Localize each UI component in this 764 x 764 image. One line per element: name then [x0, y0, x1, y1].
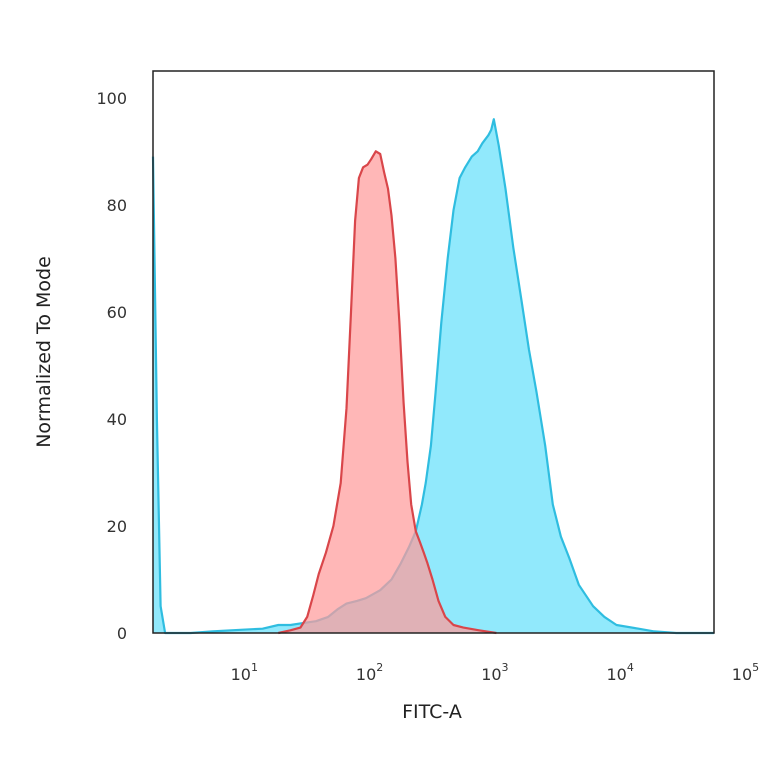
- series-1-area: [153, 119, 714, 633]
- y-axis-ticks: 0 20 40 60 80 100: [96, 89, 127, 643]
- y-tick-label: 60: [107, 303, 127, 322]
- plot-frame: [152, 70, 715, 634]
- y-tick-label: 100: [96, 89, 127, 108]
- x-tick-label: 105: [732, 661, 759, 684]
- y-axis-title: Normalized To Mode: [33, 256, 55, 448]
- y-tick-label: 0: [117, 624, 127, 643]
- x-axis-ticks: 101 102 103 104 105: [231, 661, 760, 684]
- x-tick-label: 102: [356, 661, 383, 684]
- y-tick-label: 40: [107, 410, 127, 429]
- x-tick-label: 101: [231, 661, 258, 684]
- series-1-line: [151, 118, 714, 635]
- y-tick-label: 80: [107, 196, 127, 215]
- series-0-area: [278, 151, 497, 634]
- x-tick-label: 103: [481, 661, 508, 684]
- x-tick-label: 104: [607, 661, 634, 684]
- y-tick-label: 20: [107, 517, 127, 536]
- series-0-line: [278, 150, 497, 635]
- x-axis-title: FITC-A: [402, 701, 462, 723]
- series-layer: [151, 118, 714, 635]
